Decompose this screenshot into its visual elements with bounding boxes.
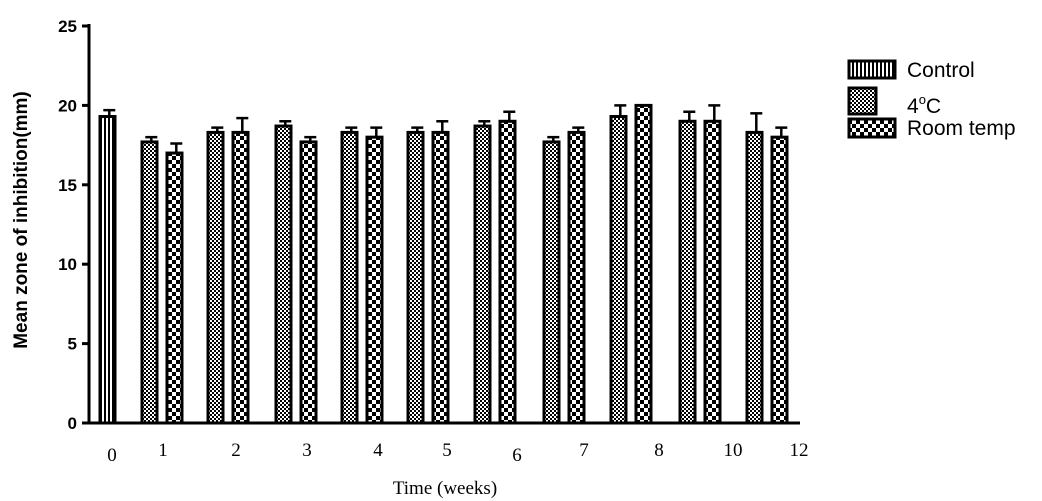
y-tick-label-25: 25 (58, 17, 77, 36)
x-tick-label-4: 4 (373, 440, 383, 461)
bar-room-temp-10 (703, 119, 722, 425)
x-tick-label-12: 12 (790, 440, 809, 461)
x-tick-label-8: 8 (654, 440, 664, 461)
x-axis-title: Time (weeks) (393, 478, 497, 499)
bar-4-c-5 (406, 130, 425, 425)
bars-layer (98, 103, 789, 425)
bar-room-temp-5 (431, 130, 450, 425)
x-tick-label-2: 2 (231, 440, 241, 461)
legend-swatch-room-temp (847, 117, 897, 139)
bar-room-temp-4 (365, 135, 384, 425)
legend-swatch-control (847, 59, 897, 80)
bar-4-c-12 (745, 130, 764, 425)
bar-4-c-4 (340, 130, 359, 425)
bar-4-c-1 (140, 140, 159, 425)
x-tick-label-3: 3 (302, 440, 312, 461)
y-tick-label-20: 20 (58, 96, 77, 115)
y-tick-label-15: 15 (58, 176, 77, 195)
bar-room-temp-6 (498, 119, 517, 425)
x-tick-label-5: 5 (442, 440, 452, 461)
bar-4-c-2 (206, 130, 225, 425)
bar-4-c-8 (609, 115, 628, 425)
bar-4-c-7 (542, 140, 561, 425)
bar-room-temp-1 (165, 151, 184, 425)
bar-room-temp-8 (634, 103, 653, 425)
legend-swatch-4c (847, 86, 878, 116)
bar-control-0 (98, 115, 117, 425)
bar-room-temp-12 (770, 135, 789, 425)
legend: Control 4oC Room temp (847, 59, 1016, 140)
y-tick-label-5: 5 (68, 335, 77, 354)
legend-label-room-temp: Room temp (907, 117, 1016, 140)
bar-room-temp-3 (299, 140, 318, 425)
bar-room-temp-7 (567, 130, 586, 425)
x-tick-label-1: 1 (158, 440, 168, 461)
y-tick-label-0: 0 (68, 414, 77, 433)
bar-4-c-3 (274, 124, 293, 425)
legend-label-control: Control (907, 59, 975, 82)
x-tick-label-7: 7 (579, 440, 589, 461)
y-tick-label-10: 10 (58, 255, 77, 274)
y-axis-title: Mean zone of inhibition(mm) (11, 91, 32, 349)
legend-label-4c: 4oC (907, 92, 941, 118)
x-tick-label-0: 0 (107, 445, 117, 466)
x-tick-label-6: 6 (512, 445, 522, 466)
bar-4-c-6 (473, 124, 492, 425)
x-tick-label-10: 10 (724, 440, 743, 461)
bar-room-temp-2 (231, 130, 250, 425)
bar-4-c-10 (678, 119, 697, 425)
